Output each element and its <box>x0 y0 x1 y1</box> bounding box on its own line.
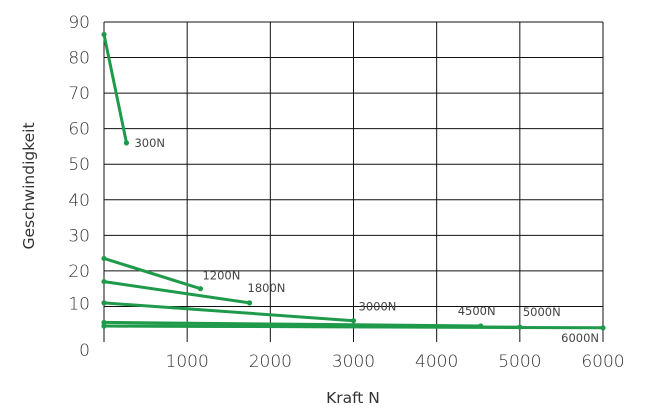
series-label: 6000N <box>561 331 599 345</box>
x-tick-label: 5000 <box>498 352 541 372</box>
data-point <box>600 325 606 331</box>
series-label: 1200N <box>202 269 240 283</box>
y-tick-label: 0 <box>79 341 90 361</box>
y-tick-label: 10 <box>68 294 90 314</box>
y-tick-label: 40 <box>68 191 90 211</box>
series-line <box>102 280 251 305</box>
data-point <box>101 255 107 262</box>
series-lines <box>101 31 606 331</box>
data-point <box>246 300 253 306</box>
x-tick-label: 4000 <box>415 352 458 372</box>
data-point <box>350 318 357 324</box>
data-point <box>101 319 107 326</box>
series-line <box>102 301 355 323</box>
series-label: 300N <box>134 136 165 150</box>
data-point <box>101 278 107 285</box>
series-label: 4500N <box>458 304 496 318</box>
series-label: 1800N <box>248 281 286 295</box>
series-label: 3000N <box>359 300 397 314</box>
y-tick-label: 70 <box>68 84 90 104</box>
data-point <box>123 140 130 146</box>
y-tick-label: 30 <box>68 226 90 246</box>
grid <box>103 21 604 342</box>
x-tick-label: 3000 <box>332 352 375 372</box>
series-line <box>102 324 605 330</box>
series-label: 5000N <box>523 305 561 319</box>
series-line <box>102 256 202 291</box>
data-point <box>101 300 107 306</box>
y-axis-ticks: 0 10 20 30 40 50 60 70 80 90 <box>68 13 90 361</box>
x-tick-label: 6000 <box>581 352 624 372</box>
y-tick-label: 90 <box>68 13 90 33</box>
y-tick-label: 50 <box>68 155 90 175</box>
x-axis-title: Kraft N <box>326 389 380 407</box>
y-axis-title: Geschwindigkeit <box>20 122 38 249</box>
series-line <box>102 32 128 145</box>
x-tick-label: 1000 <box>166 352 209 372</box>
y-tick-label: 80 <box>68 49 90 69</box>
data-point <box>101 323 107 329</box>
y-tick-label: 60 <box>68 120 90 140</box>
x-tick-label: 2000 <box>249 352 292 372</box>
x-axis-ticks: 1000 2000 3000 4000 5000 6000 <box>166 352 625 372</box>
data-point <box>101 31 107 38</box>
data-point <box>197 286 204 292</box>
y-tick-label: 20 <box>68 262 90 282</box>
